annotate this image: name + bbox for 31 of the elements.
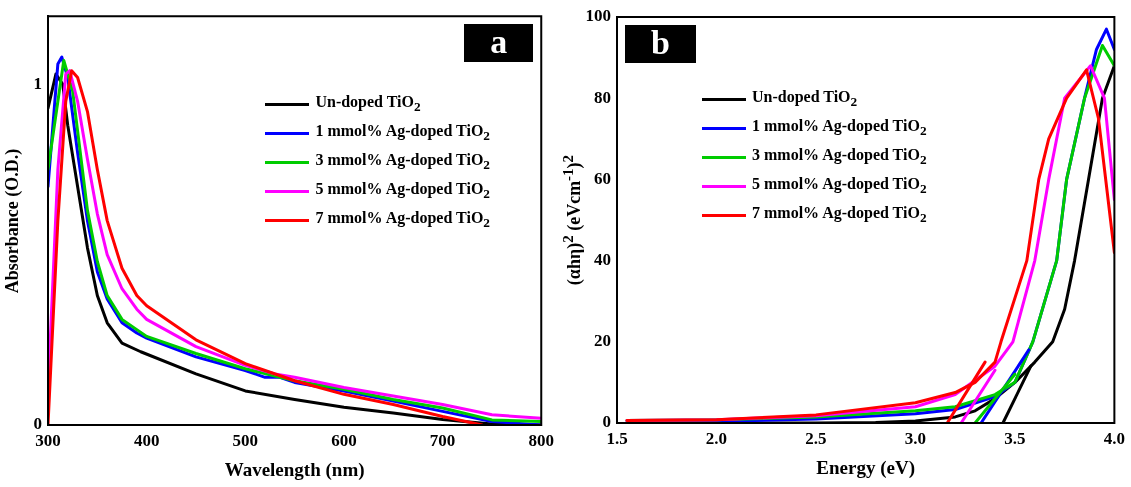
y-axis-title: Absorbance (O.D.): [1, 148, 23, 293]
legend-label: 7 mmol% Ag-doped TiO$_{2}$: [752, 204, 927, 227]
y-tick-label: 40: [594, 249, 611, 269]
x-tick-label: 400: [133, 430, 160, 450]
x-tick-label: 3.5: [1004, 428, 1026, 448]
annotation: b: [625, 24, 696, 63]
y-tick-label: 1: [33, 73, 42, 93]
y-tick-label: 60: [594, 168, 611, 188]
legend-label: 1 mmol% Ag-doped TiO$_{2}$: [315, 122, 490, 145]
x-axis-title: Wavelength (nm): [224, 459, 365, 481]
x-tick-label: 500: [232, 430, 259, 450]
y-tick-label: 100: [585, 6, 611, 26]
annotation: a: [464, 23, 534, 63]
legend-label: Un-doped TiO$_{2}$: [315, 93, 421, 116]
y-tick-label: 20: [594, 331, 611, 351]
legend-label: 1 mmol% Ag-doped TiO$_{2}$: [752, 117, 927, 140]
legend-label: 5 mmol% Ag-doped TiO$_{2}$: [752, 175, 927, 198]
legend-label: Un-doped TiO$_{2}$: [752, 88, 858, 111]
x-tick-label: 600: [331, 430, 357, 450]
x-tick-label: 3.0: [904, 428, 927, 448]
x-tick-label: 800: [528, 430, 554, 450]
legend-label: 5 mmol% Ag-doped TiO$_{2}$: [315, 180, 490, 203]
y-tick-label: 80: [594, 87, 611, 107]
x-tick-label: 4.0: [1103, 428, 1125, 448]
x-tick-label: 2.5: [805, 428, 827, 448]
x-axis-title: Energy (eV): [816, 457, 916, 479]
legend-label: 7 mmol% Ag-doped TiO$_{2}$: [315, 209, 490, 232]
legend-label: 3 mmol% Ag-doped TiO$_{2}$: [752, 146, 927, 169]
x-tick-label: 700: [429, 430, 456, 450]
x-tick-label: 2.0: [705, 428, 728, 448]
legend-label: 3 mmol% Ag-doped TiO$_{2}$: [315, 151, 490, 174]
